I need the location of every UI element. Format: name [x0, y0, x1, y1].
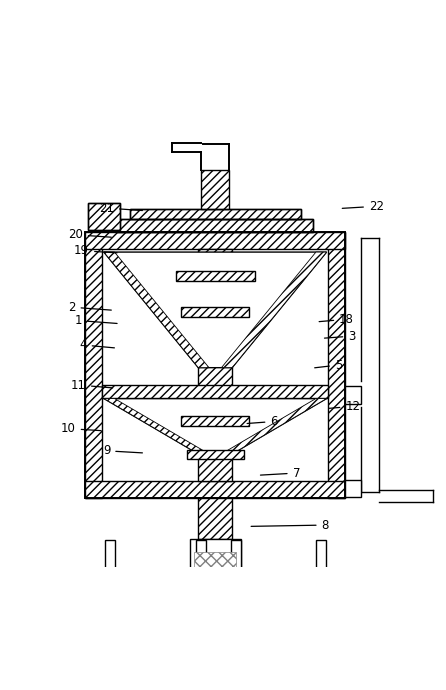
- Text: 19: 19: [74, 244, 117, 257]
- Text: 3: 3: [325, 330, 355, 343]
- Bar: [345, 480, 361, 497]
- Bar: [345, 386, 361, 404]
- Bar: [176, 270, 255, 281]
- Bar: [85, 232, 102, 498]
- Bar: [201, 170, 229, 209]
- Bar: [198, 248, 232, 482]
- Polygon shape: [104, 399, 326, 454]
- Bar: [85, 232, 345, 248]
- Bar: [88, 203, 120, 230]
- Text: 22: 22: [342, 200, 384, 213]
- Text: 20: 20: [68, 228, 112, 242]
- Bar: [182, 307, 249, 317]
- Polygon shape: [222, 399, 326, 454]
- Bar: [85, 232, 345, 498]
- Text: 9: 9: [103, 444, 142, 457]
- Text: 11: 11: [71, 379, 113, 391]
- Text: 18: 18: [319, 313, 354, 326]
- Text: 6: 6: [247, 415, 278, 428]
- Bar: [182, 416, 249, 426]
- Bar: [130, 209, 301, 219]
- Bar: [187, 450, 244, 460]
- Polygon shape: [222, 252, 326, 368]
- Text: 10: 10: [61, 422, 101, 435]
- Bar: [231, 540, 241, 571]
- Bar: [190, 540, 241, 569]
- Polygon shape: [104, 399, 209, 454]
- Polygon shape: [104, 252, 209, 368]
- Bar: [85, 482, 345, 498]
- Polygon shape: [104, 252, 326, 368]
- Bar: [88, 203, 120, 230]
- Bar: [102, 386, 328, 397]
- Text: 21: 21: [99, 201, 142, 215]
- Bar: [117, 219, 313, 232]
- Bar: [196, 540, 206, 571]
- Bar: [117, 219, 313, 232]
- Text: 12: 12: [329, 400, 360, 413]
- Bar: [32, 571, 383, 580]
- Text: 2: 2: [68, 301, 112, 314]
- Bar: [194, 551, 236, 567]
- Bar: [198, 498, 232, 540]
- Text: 7: 7: [260, 466, 300, 480]
- Text: 5: 5: [315, 359, 342, 371]
- Text: 1: 1: [75, 314, 117, 327]
- Bar: [105, 540, 115, 571]
- Text: 8: 8: [251, 519, 329, 531]
- Bar: [316, 540, 326, 571]
- Text: 4: 4: [79, 339, 115, 351]
- Bar: [130, 209, 301, 219]
- Bar: [328, 232, 345, 498]
